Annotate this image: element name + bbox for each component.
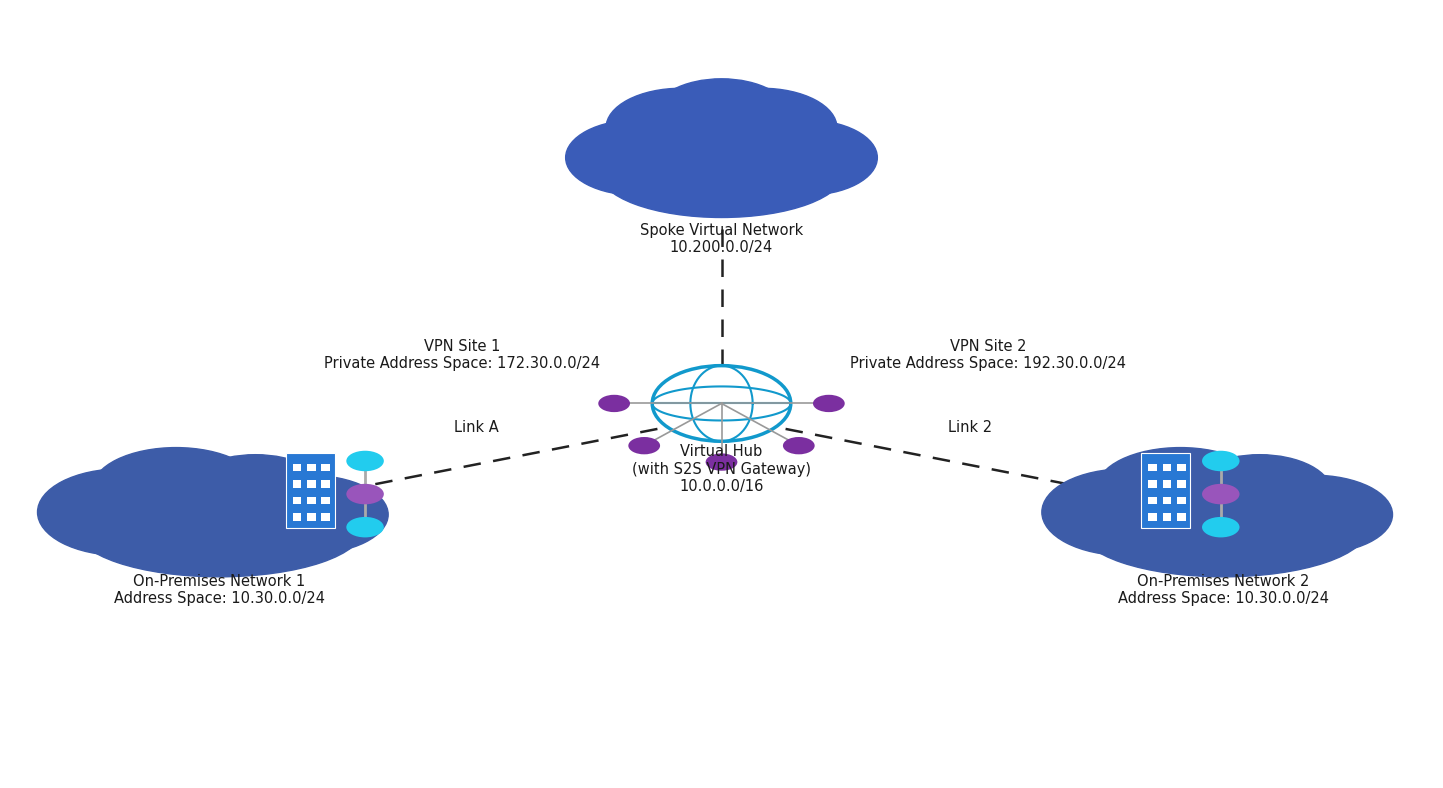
Circle shape [706,453,737,470]
Ellipse shape [1079,479,1368,577]
Text: Private Address Space: 192.30.0.0/24: Private Address Space: 192.30.0.0/24 [850,356,1127,371]
Ellipse shape [652,79,791,154]
FancyBboxPatch shape [1149,464,1157,471]
Circle shape [346,517,384,537]
Circle shape [1202,484,1240,504]
Text: 10.200.0.0/24: 10.200.0.0/24 [670,240,773,255]
FancyBboxPatch shape [307,497,316,504]
Text: Address Space: 10.30.0.0/24: Address Space: 10.30.0.0/24 [114,591,325,606]
Circle shape [812,395,844,412]
FancyBboxPatch shape [320,464,330,471]
Circle shape [1202,451,1240,471]
Ellipse shape [1123,466,1310,542]
Ellipse shape [733,120,877,195]
Text: 10.0.0.0/16: 10.0.0.0/16 [680,479,763,494]
Text: Link A: Link A [453,419,499,435]
FancyBboxPatch shape [320,497,330,504]
Ellipse shape [1234,475,1392,554]
Text: VPN Site 2: VPN Site 2 [949,339,1027,354]
Ellipse shape [566,120,710,195]
Ellipse shape [635,106,808,177]
FancyBboxPatch shape [1163,481,1172,488]
Ellipse shape [606,88,756,167]
FancyBboxPatch shape [293,481,302,488]
FancyBboxPatch shape [1149,481,1157,488]
Ellipse shape [1097,448,1264,530]
Ellipse shape [229,475,388,554]
Ellipse shape [118,466,306,542]
Text: VPN Site 1: VPN Site 1 [424,339,499,354]
Circle shape [628,437,659,455]
FancyBboxPatch shape [1163,497,1172,504]
Circle shape [1202,517,1240,537]
FancyBboxPatch shape [1176,497,1186,504]
FancyBboxPatch shape [1176,464,1186,471]
Ellipse shape [75,479,364,577]
Ellipse shape [183,455,328,530]
Ellipse shape [687,88,837,167]
FancyBboxPatch shape [1176,513,1186,521]
FancyBboxPatch shape [293,513,302,521]
Text: Spoke Virtual Network: Spoke Virtual Network [639,223,804,238]
FancyBboxPatch shape [286,452,335,528]
Ellipse shape [92,448,260,530]
FancyBboxPatch shape [307,481,316,488]
Text: Private Address Space: 172.30.0.0/24: Private Address Space: 172.30.0.0/24 [323,356,600,371]
Circle shape [652,366,791,441]
Circle shape [346,451,384,471]
Text: Virtual Hub: Virtual Hub [681,444,762,459]
FancyBboxPatch shape [1149,513,1157,521]
FancyBboxPatch shape [1163,513,1172,521]
Circle shape [346,484,384,504]
Ellipse shape [1042,469,1209,556]
FancyBboxPatch shape [320,481,330,488]
FancyBboxPatch shape [320,513,330,521]
Text: Link 2: Link 2 [948,419,991,435]
FancyBboxPatch shape [1163,464,1172,471]
Ellipse shape [599,126,844,217]
Text: Address Space: 10.30.0.0/24: Address Space: 10.30.0.0/24 [1118,591,1329,606]
FancyBboxPatch shape [1149,497,1157,504]
Text: On-Premises Network 2: On-Premises Network 2 [1137,574,1310,589]
Text: On-Premises Network 1: On-Premises Network 1 [133,574,306,589]
FancyBboxPatch shape [293,464,302,471]
Circle shape [599,395,631,412]
Text: (with S2S VPN Gateway): (with S2S VPN Gateway) [632,462,811,477]
Ellipse shape [38,469,205,556]
FancyBboxPatch shape [1141,452,1190,528]
FancyBboxPatch shape [293,497,302,504]
FancyBboxPatch shape [1176,481,1186,488]
Ellipse shape [1188,455,1332,530]
FancyBboxPatch shape [307,513,316,521]
Circle shape [784,437,815,455]
FancyBboxPatch shape [307,464,316,471]
